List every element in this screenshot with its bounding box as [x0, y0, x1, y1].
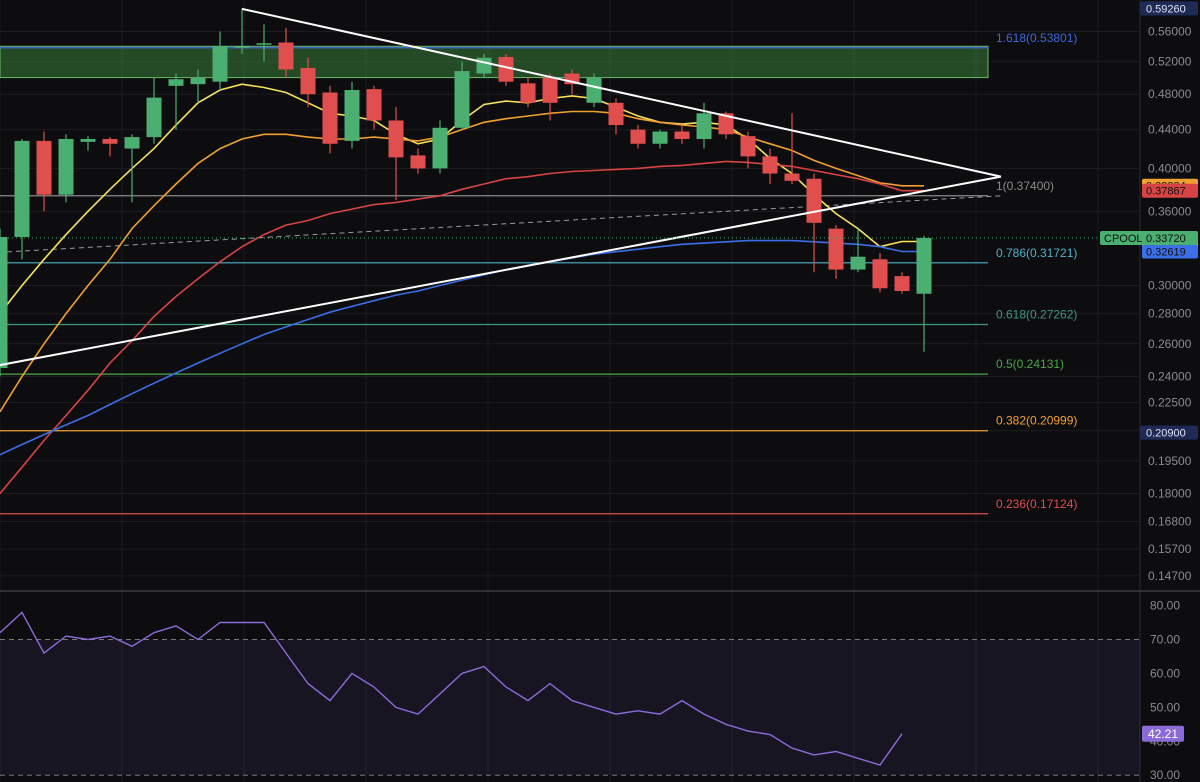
rsi-value-tag — [1142, 725, 1184, 742]
candle-body — [432, 127, 448, 169]
fib-label-0.786: 0.786(0.31721) — [996, 246, 1077, 260]
candle-body — [850, 256, 866, 270]
candle-body — [190, 77, 206, 85]
candle-body — [14, 140, 30, 237]
candle-body — [0, 236, 8, 368]
price-tag-value: 0.37867 — [1146, 186, 1186, 198]
price-axis-tick: 0.15700 — [1148, 542, 1192, 556]
candle-body — [542, 77, 558, 103]
candle-body — [102, 138, 118, 144]
fib-label-0.5: 0.5(0.24131) — [996, 357, 1064, 371]
candle-body — [388, 120, 404, 158]
rsi-band-fill — [0, 639, 1140, 776]
candle-body — [498, 56, 514, 82]
candle-body — [36, 140, 52, 195]
price-axis-tick: 0.19500 — [1148, 454, 1192, 468]
candle-body — [674, 131, 690, 139]
price-axis-tick: 0.24000 — [1148, 369, 1192, 383]
price-tag-value-bg — [1142, 230, 1198, 245]
candle-body — [718, 113, 734, 135]
candle-body — [410, 155, 426, 169]
candle-body — [652, 131, 668, 144]
price-tag-value-bg — [1142, 1, 1198, 16]
candle-body — [894, 276, 910, 291]
candle-body — [344, 89, 360, 141]
candle-body — [872, 259, 888, 289]
fib-label-0.382: 0.382(0.20999) — [996, 414, 1077, 428]
price-tag-ma_slow — [1142, 183, 1198, 198]
dashed-trendline — [0, 195, 1002, 253]
candle-body — [80, 138, 96, 142]
price-tag-value: 0.20900 — [1146, 428, 1186, 440]
candle-body — [586, 77, 602, 103]
price-axis-tick: 0.44000 — [1148, 123, 1192, 137]
triangle-trendline-1 — [241, 7, 1002, 178]
candle-body — [124, 137, 140, 149]
candle-body — [366, 89, 382, 121]
fib-label-0.618: 0.618(0.27262) — [996, 307, 1077, 321]
price-axis-tick: 0.40000 — [1148, 161, 1192, 175]
price-tag-value: 0.59260 — [1146, 3, 1186, 15]
candle-body — [212, 46, 228, 82]
triangle-trendline-2 — [0, 175, 1002, 367]
candle-body — [58, 138, 74, 195]
price-axis-tick: 0.16800 — [1148, 515, 1192, 529]
rsi-axis-tick: 70.00 — [1150, 633, 1180, 647]
price-axis-tick: 0.26000 — [1148, 337, 1192, 351]
candle-body — [300, 67, 316, 95]
moving-average-ma_long — [0, 239, 924, 456]
candle-body — [520, 83, 536, 103]
fib-label-0.236: 0.236(0.17124) — [996, 497, 1077, 511]
rsi-axis-tick: 30.00 — [1150, 768, 1180, 782]
candle-body — [806, 178, 822, 223]
rsi-axis-tick: 50.00 — [1150, 700, 1180, 714]
fib-label-1: 1(0.37400) — [996, 179, 1054, 193]
rsi-axis-tick: 60.00 — [1150, 666, 1180, 680]
candle-body — [828, 228, 844, 270]
rsi-axis-tick: 80.00 — [1150, 599, 1180, 613]
candle-body — [630, 129, 646, 144]
candle-body — [168, 79, 184, 86]
candle-body — [696, 113, 712, 139]
price-axis-tick: 0.22500 — [1148, 396, 1192, 410]
price-axis-tick: 0.14700 — [1148, 569, 1192, 583]
price-tag-value: 0.32619 — [1146, 246, 1186, 258]
price-axis-tick: 0.52000 — [1148, 55, 1192, 69]
candle-body — [762, 156, 778, 174]
candle-body — [278, 42, 294, 70]
rsi-line — [0, 611, 903, 766]
moving-average-ma_mid — [0, 110, 924, 413]
price-tag-value-bg — [1142, 425, 1198, 440]
candle-body — [322, 92, 338, 144]
candle-body — [784, 173, 800, 181]
candle-body — [608, 102, 624, 126]
price-axis-tick: 0.18000 — [1148, 486, 1192, 500]
price-tag-value: 0.33720 — [1146, 233, 1186, 245]
price-axis-tick: 0.36000 — [1148, 204, 1192, 218]
candle-body — [740, 136, 756, 157]
candle-body — [256, 43, 272, 45]
price-axis-tick: 0.48000 — [1148, 87, 1192, 101]
candle-body — [564, 73, 580, 85]
rsi-value-label: 42.21 — [1148, 727, 1178, 741]
price-axis-tick: 0.30000 — [1148, 279, 1192, 293]
candle-body — [454, 71, 470, 128]
resistance-zone — [0, 45, 989, 79]
fib-label-1.618: 1.618(0.53801) — [996, 31, 1077, 45]
price-axis-tick: 0.56000 — [1148, 24, 1192, 38]
candle-body — [916, 237, 932, 294]
candle-body — [476, 57, 492, 74]
candle-body — [146, 97, 162, 138]
candle-body — [234, 46, 250, 48]
price-axis-tick: 0.28000 — [1148, 307, 1192, 321]
price-tag-ma_long — [1142, 244, 1198, 259]
